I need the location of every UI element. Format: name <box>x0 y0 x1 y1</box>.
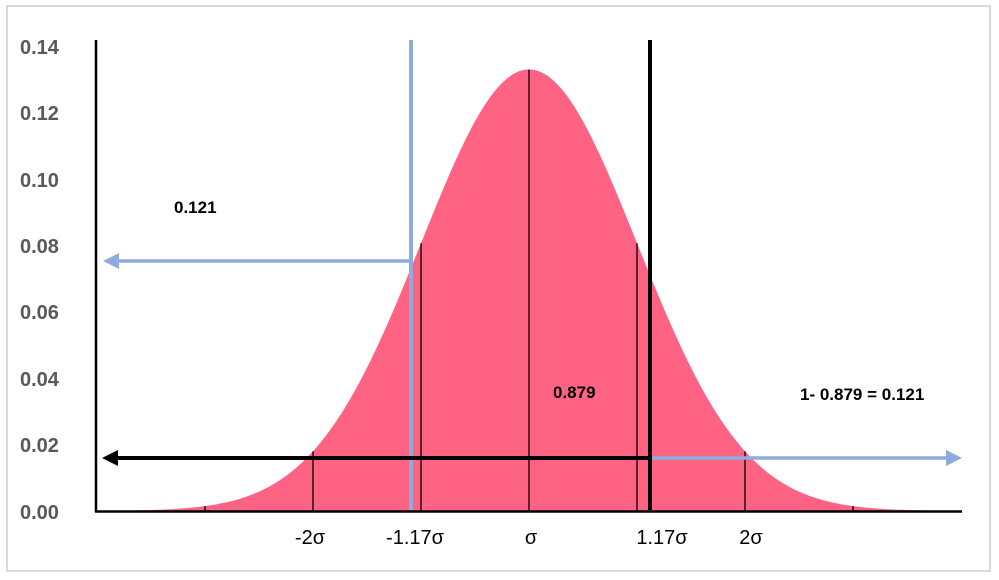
cumulative-arrow <box>102 450 650 466</box>
y-tick: 0.02 <box>20 435 59 457</box>
y-tick: 0.12 <box>20 103 59 125</box>
x-tick-minus-1-17-sigma: -1.17σ <box>386 527 445 549</box>
sigma-gridlines <box>204 69 854 511</box>
x-tick-sigma: σ <box>525 527 538 549</box>
cumulative-probability-label: 0.879 <box>553 383 596 402</box>
y-tick: 0.04 <box>20 369 60 391</box>
x-tick-2-sigma: 2σ <box>739 527 763 549</box>
y-tick: 0.14 <box>20 37 60 59</box>
y-tick: 0.10 <box>20 170 59 192</box>
right-tail-arrow <box>652 450 962 466</box>
x-tick-labels: -2σ -1.17σ σ 1.17σ 2σ <box>295 527 763 549</box>
y-tick: 0.08 <box>20 236 59 258</box>
x-tick-minus-2-sigma: -2σ <box>295 527 326 549</box>
x-tick-1-17-sigma: 1.17σ <box>636 527 688 549</box>
y-tick: 0.06 <box>20 302 59 324</box>
y-tick-labels: 0.14 0.12 0.10 0.08 0.06 0.04 0.02 0.00 <box>20 37 60 524</box>
y-tick: 0.00 <box>20 502 59 524</box>
left-tail-arrow <box>103 253 411 269</box>
right-tail-probability-label: 1- 0.879 = 0.121 <box>800 385 924 404</box>
left-tail-probability-label: 0.121 <box>174 198 217 217</box>
